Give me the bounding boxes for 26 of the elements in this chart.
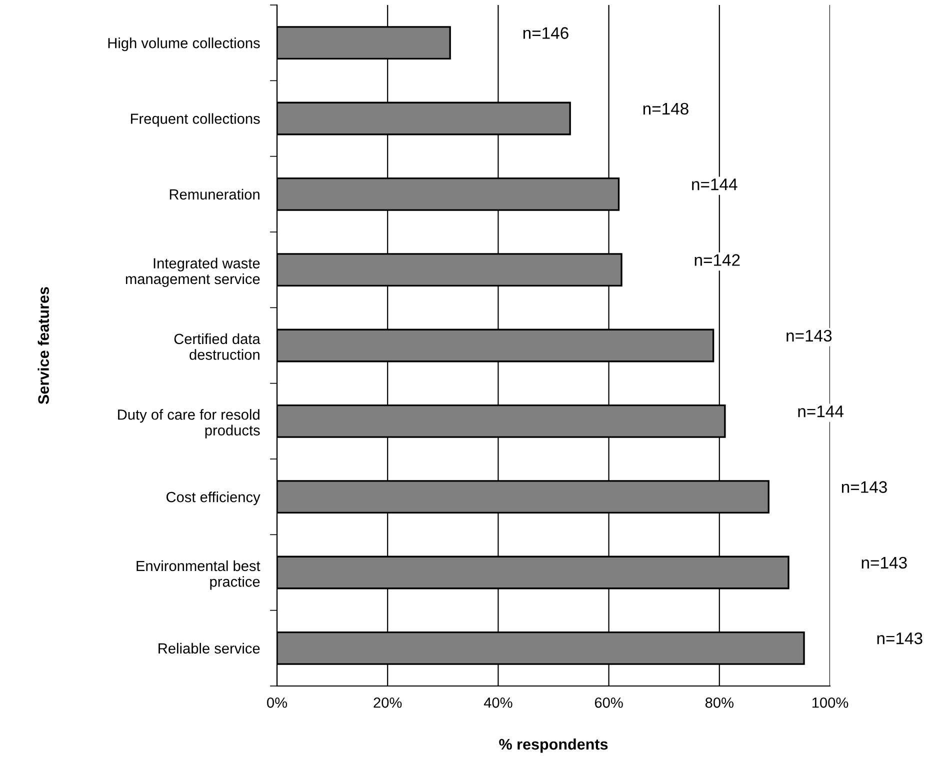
x-tick-label: 80% <box>705 697 734 708</box>
y-tick-label: High volume collections <box>108 38 260 52</box>
x-axis-title: % respondents <box>499 738 608 753</box>
y-tick-label: Certified data destruction <box>174 333 260 360</box>
x-tick-label: 100% <box>812 697 848 708</box>
x-tick-label: 60% <box>594 697 623 708</box>
y-tick-label: Frequent collections <box>131 113 260 127</box>
y-tick-label: Remuneration <box>170 188 260 200</box>
x-tick-label: 0% <box>267 697 288 708</box>
text: n=143 <box>877 632 922 644</box>
y-tick-label: Cost efficiency <box>166 492 260 506</box>
annotation: n=146 <box>523 27 568 39</box>
y-tick-label: Duty of care for resold products <box>118 409 260 438</box>
x-tick-label: 40% <box>484 697 512 708</box>
text: n=143 <box>862 556 907 569</box>
annotation: n=144 <box>798 406 844 418</box>
annotation: n=144 <box>692 178 738 190</box>
y-tick-label: Integrated waste management service <box>126 258 260 288</box>
y-tick-label: Environmental best practice <box>136 560 260 590</box>
annotation: n=148 <box>643 102 688 115</box>
text: n=143 <box>842 481 887 493</box>
annotation: n=142 <box>694 254 740 266</box>
y-tick-label: Reliable service <box>158 642 260 654</box>
annotation: n=143 <box>786 330 832 342</box>
x-tick-label: 20% <box>374 697 402 708</box>
y-axis-title: Service features <box>38 287 49 404</box>
